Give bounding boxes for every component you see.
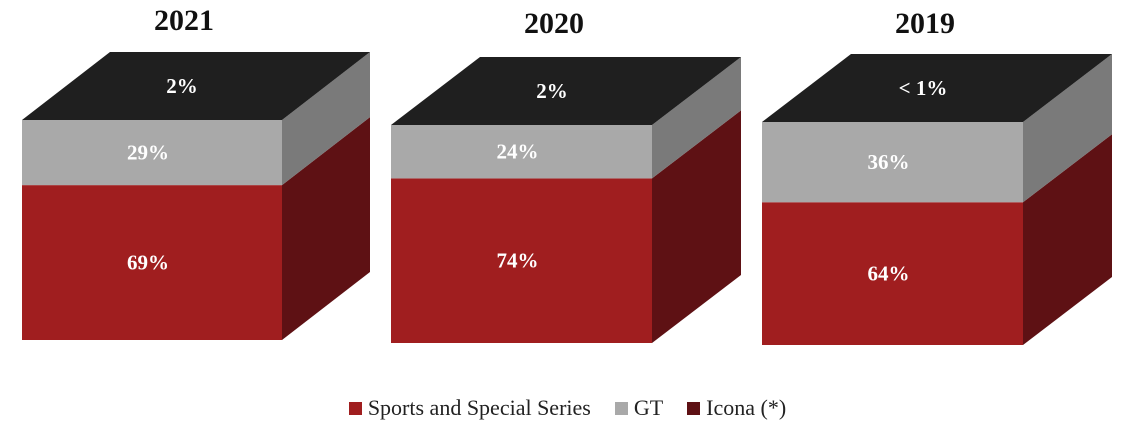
legend-label-gt: GT (633, 395, 664, 420)
data-label-sports-and-special-series-2020: 74% (497, 249, 539, 273)
bar-front-gt-2019 (762, 122, 1023, 203)
category-label-2021: 2021 (154, 4, 214, 37)
bar-front-gt-2020 (391, 125, 652, 179)
bar-top-icona-2019 (762, 54, 1112, 122)
data-label-icona-2021: 2% (166, 74, 198, 98)
bar-front-sports-and-special-series-2019 (762, 202, 1023, 345)
bar-front-gt-2021 (22, 120, 282, 186)
bar-front-sports-and-special-series-2021 (22, 185, 282, 340)
bar-top-icona-2021 (22, 52, 370, 120)
legend-swatch-icona (687, 401, 701, 415)
data-label-icona-2019: < 1% (899, 76, 948, 100)
category-label-2019: 2019 (895, 7, 955, 40)
legend-item-sports-special: Sports and Special Series (348, 395, 591, 421)
data-label-sports-and-special-series-2019: 64% (868, 262, 910, 286)
data-label-gt-2021: 29% (127, 141, 169, 165)
bar-side-gt-2021 (282, 52, 370, 186)
data-label-gt-2019: 36% (868, 150, 910, 174)
bar-side-sports-and-special-series-2019 (1023, 134, 1112, 345)
legend-label-icona: Icona (*) (706, 395, 787, 420)
category-label-2020: 2020 (524, 7, 584, 40)
legend-label-sports-special: Sports and Special Series (367, 395, 591, 420)
bar-side-gt-2019 (1023, 54, 1112, 203)
legend-swatch-sports-special (348, 401, 362, 415)
data-label-icona-2020: 2% (536, 79, 568, 103)
bar-front-sports-and-special-series-2020 (391, 178, 652, 343)
legend-item-gt: GT (614, 395, 664, 421)
data-label-gt-2020: 24% (497, 140, 539, 164)
legend-swatch-gt (614, 401, 628, 415)
bar-side-sports-and-special-series-2020 (652, 110, 741, 343)
bar-top-icona-2020 (391, 57, 741, 125)
legend-item-icona: Icona (*) (687, 395, 786, 421)
data-label-sports-and-special-series-2021: 69% (127, 251, 169, 275)
chart-legend: Sports and Special Series GT Icona (*) (0, 395, 1135, 421)
bar-side-sports-and-special-series-2021 (282, 117, 370, 340)
bar-side-gt-2020 (652, 57, 741, 179)
